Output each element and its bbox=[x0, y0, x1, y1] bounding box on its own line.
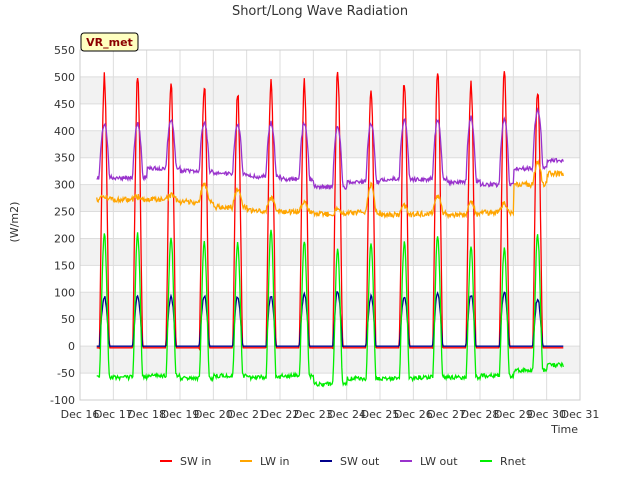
y-tick-label: 100 bbox=[54, 286, 75, 299]
x-tick-label: Dec 29 bbox=[494, 408, 533, 421]
y-tick-label: 0 bbox=[68, 340, 75, 353]
legend: SW in LW in SW out LW out Rnet bbox=[160, 455, 526, 468]
series-line-rnet bbox=[96, 229, 564, 388]
y-tick-label: -50 bbox=[57, 367, 75, 380]
x-tick-label: Dec 31 bbox=[561, 408, 600, 421]
x-tick-label: Dec 23 bbox=[294, 408, 333, 421]
plot-band bbox=[80, 130, 580, 158]
plot-band bbox=[80, 238, 580, 266]
x-tick-label: Dec 20 bbox=[194, 408, 233, 421]
x-tick-label: Dec 22 bbox=[261, 408, 300, 421]
plot-background bbox=[80, 76, 580, 374]
x-tick-label: Dec 24 bbox=[327, 408, 366, 421]
plot-band bbox=[80, 346, 580, 374]
legend-label: LW out bbox=[420, 455, 458, 468]
series-line-lw-in bbox=[96, 159, 564, 220]
legend-label: LW in bbox=[260, 455, 290, 468]
station-badge-label: VR_met bbox=[86, 36, 133, 49]
series-layer bbox=[96, 71, 564, 388]
series-line-sw-in bbox=[96, 71, 564, 352]
y-tick-label: 50 bbox=[61, 313, 75, 326]
legend-label: SW in bbox=[180, 455, 211, 468]
x-tick-label: Dec 18 bbox=[127, 408, 166, 421]
x-tick-label: Dec 28 bbox=[461, 408, 500, 421]
x-tick-label: Dec 19 bbox=[161, 408, 200, 421]
y-tick-label: 450 bbox=[54, 98, 75, 111]
series-line-lw-out bbox=[96, 107, 564, 191]
x-axis-label: Time bbox=[550, 423, 578, 436]
x-tick-label: Dec 16 bbox=[61, 408, 100, 421]
y-tick-label: 400 bbox=[54, 125, 75, 138]
legend-label: SW out bbox=[340, 455, 380, 468]
chart-title: Short/Long Wave Radiation bbox=[232, 4, 408, 19]
x-tick-label: Dec 21 bbox=[227, 408, 266, 421]
plot-band bbox=[80, 76, 580, 104]
y-tick-label: 150 bbox=[54, 259, 75, 272]
y-tick-label: 200 bbox=[54, 232, 75, 245]
plot-band bbox=[80, 184, 580, 212]
x-tick-label: Dec 27 bbox=[427, 408, 466, 421]
y-tick-label: 550 bbox=[54, 44, 75, 57]
y-axis-label: (W/m2) bbox=[8, 202, 21, 243]
y-axis-ticks: -100 -50 0 50 100 150 200 250 300 350 400 450 500 550 bbox=[50, 44, 75, 407]
x-tick-label: Dec 25 bbox=[361, 408, 400, 421]
station-badge: VR_met bbox=[80, 32, 139, 52]
y-tick-label: -100 bbox=[50, 394, 75, 407]
x-tick-label: Dec 30 bbox=[527, 408, 566, 421]
y-tick-label: 250 bbox=[54, 206, 75, 219]
y-tick-label: 350 bbox=[54, 152, 75, 165]
legend-label: Rnet bbox=[500, 455, 526, 468]
plot-band bbox=[80, 292, 580, 320]
station-badge-box bbox=[80, 32, 139, 52]
y-tick-label: 500 bbox=[54, 71, 75, 84]
plot-frame bbox=[79, 49, 581, 401]
y-tick-label: 300 bbox=[54, 179, 75, 192]
x-tick-label: Dec 17 bbox=[94, 408, 133, 421]
x-tick-label: Dec 26 bbox=[394, 408, 433, 421]
gridlines bbox=[79, 49, 581, 401]
